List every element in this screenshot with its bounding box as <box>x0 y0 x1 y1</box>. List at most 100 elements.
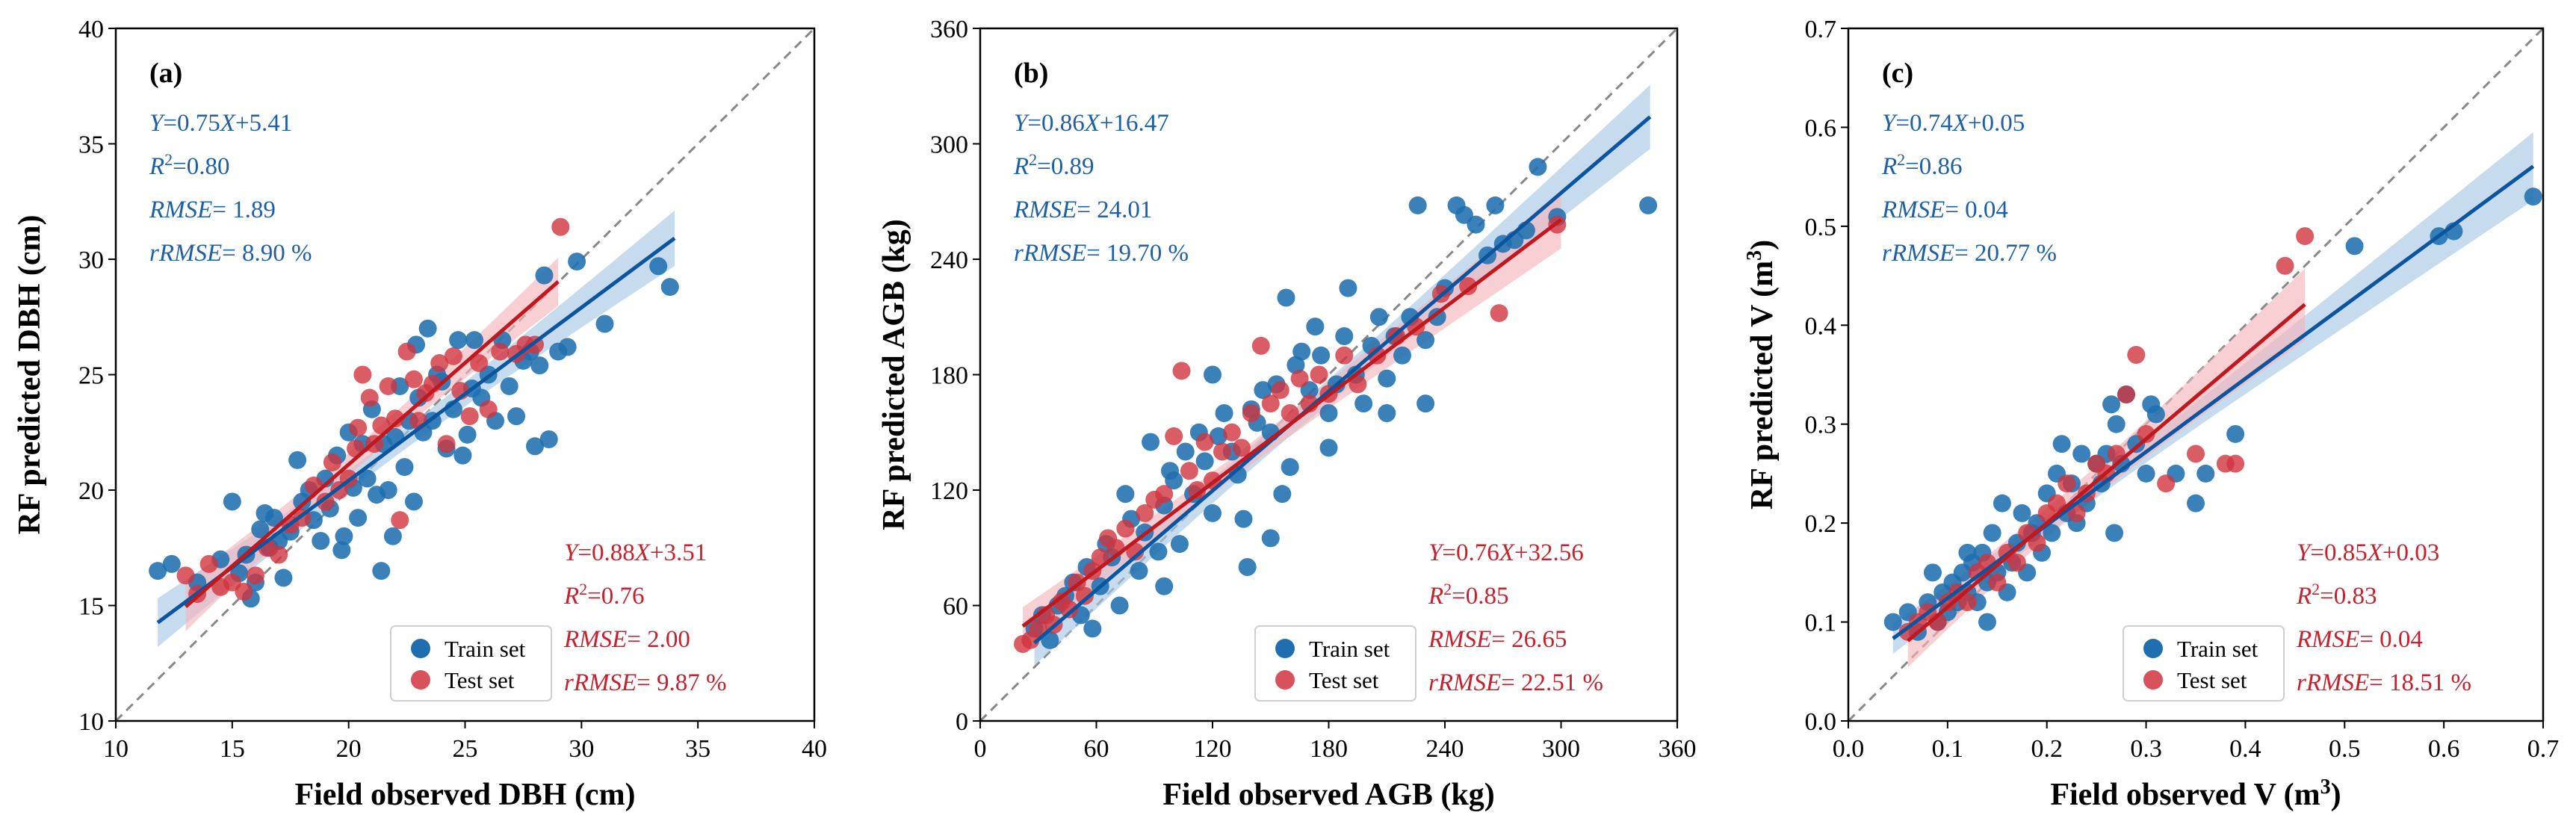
legend-test-marker <box>2143 670 2163 690</box>
x-axis-label: Field observed V (m3) <box>2050 775 2341 813</box>
y-tick-label: 180 <box>930 362 968 390</box>
train-point <box>162 554 181 573</box>
train-point <box>2524 188 2542 206</box>
train-regression-line <box>1032 115 1652 645</box>
x-tick-label: 25 <box>453 735 478 763</box>
train-point <box>1393 346 1411 365</box>
test-point <box>1490 304 1508 323</box>
train-point <box>2226 424 2245 443</box>
x-tick-label: 0.0 <box>1833 735 1865 763</box>
y-axis-label: RF predicted DBH (cm) <box>13 214 47 534</box>
train-point <box>465 331 483 350</box>
test-point <box>437 435 456 453</box>
test-point <box>1136 504 1154 522</box>
train-point <box>1354 394 1373 413</box>
train-point <box>449 331 468 350</box>
train-point <box>264 509 283 527</box>
train-point <box>1639 196 1658 214</box>
test-point <box>1029 619 1047 638</box>
x-tick-label: 40 <box>802 735 827 763</box>
y-tick-label: 40 <box>78 16 104 43</box>
test-stat-line: Y=0.76X+32.56 <box>1428 539 1584 566</box>
train-point <box>1254 381 1272 400</box>
train-point <box>1486 196 1505 214</box>
train-point <box>1529 158 1547 176</box>
test-point <box>430 354 449 373</box>
train-point <box>1983 524 2001 542</box>
train-point <box>1204 365 1222 384</box>
train-point <box>1204 504 1222 522</box>
legend-box <box>390 625 552 702</box>
test-point <box>1165 427 1183 445</box>
legend-box <box>2123 625 2285 702</box>
train-regression-line <box>1892 164 2535 640</box>
train-point <box>1273 485 1292 504</box>
x-tick-label: 0.2 <box>2031 735 2063 763</box>
train-point <box>1287 356 1305 374</box>
train-stat-line: R2=0.89 <box>1013 150 1095 181</box>
train-point <box>1312 346 1331 365</box>
chart-panel-2: 0 60 120 180 240 300 360 0 60 120 180 240 300 360 Fiel… <box>877 16 1697 812</box>
train-stat-line: rRMSE= 19.70 % <box>1014 240 1189 267</box>
train-point <box>2196 464 2215 483</box>
train-point <box>1417 394 1435 413</box>
y-axis-label: RF predicted V (m3) <box>1743 240 1780 510</box>
train-point <box>568 253 586 271</box>
test-stat-line: RMSE= 0.04 <box>2296 626 2423 653</box>
test-point <box>353 365 372 384</box>
legend: Train set Test set <box>390 625 552 702</box>
test-point <box>1091 548 1109 567</box>
test-point <box>360 388 379 407</box>
x-tick-label: 0 <box>974 735 987 763</box>
x-axis-label: Field observed AGB (kg) <box>1162 778 1495 812</box>
legend-test-marker <box>411 670 430 690</box>
test-point <box>349 418 368 437</box>
test-point <box>1271 381 1289 400</box>
y-tick-label: 300 <box>930 131 968 159</box>
train-point <box>1234 510 1253 528</box>
test-point <box>2127 346 2146 365</box>
test-stat-line: rRMSE= 9.87 % <box>564 669 727 696</box>
test-regression-line <box>1907 303 2306 643</box>
test-stat-line: rRMSE= 18.51 % <box>2297 669 2471 696</box>
x-tick-label: 0.6 <box>2428 735 2460 763</box>
test-point <box>470 354 489 373</box>
test-point <box>176 566 195 585</box>
x-tick-label: 180 <box>1310 735 1348 763</box>
test-point <box>316 492 335 511</box>
test-point <box>379 377 397 395</box>
test-point <box>1335 346 1354 365</box>
train-point <box>1883 613 1902 631</box>
x-tick-label: 0.3 <box>2130 735 2162 763</box>
test-point <box>2007 554 2026 572</box>
x-tick-label: 240 <box>1426 735 1464 763</box>
train-point <box>379 481 397 499</box>
train-point <box>1306 318 1325 336</box>
legend: Train set Test set <box>1254 625 1417 702</box>
chart-panel-1: 10 15 20 25 30 35 40 10 15 20 25 30 35 40 Field observ… <box>13 16 827 812</box>
panel-label: (b) <box>1014 58 1048 89</box>
train-point <box>1170 535 1189 554</box>
train-point <box>1130 562 1148 580</box>
test-stat-line: Y=0.88X+3.51 <box>564 539 707 566</box>
train-point <box>288 450 307 469</box>
train-point <box>2102 395 2121 414</box>
train-point <box>1993 494 2011 513</box>
train-point <box>383 527 402 545</box>
test-point <box>1261 394 1280 413</box>
legend-box <box>1254 625 1417 702</box>
test-point <box>551 217 570 236</box>
legend-train-label: Train set <box>1309 636 1390 662</box>
test-point <box>1180 462 1198 480</box>
test-point <box>1459 277 1478 296</box>
train-point <box>1277 288 1295 307</box>
train-point <box>2043 524 2061 542</box>
x-tick-label: 15 <box>220 735 245 763</box>
y-tick-label: 20 <box>78 477 104 505</box>
test-point <box>1222 423 1241 442</box>
test-point <box>397 342 416 361</box>
train-point <box>660 278 679 297</box>
train-point <box>1319 439 1338 457</box>
train-point <box>1110 596 1129 615</box>
train-point <box>1281 458 1299 477</box>
